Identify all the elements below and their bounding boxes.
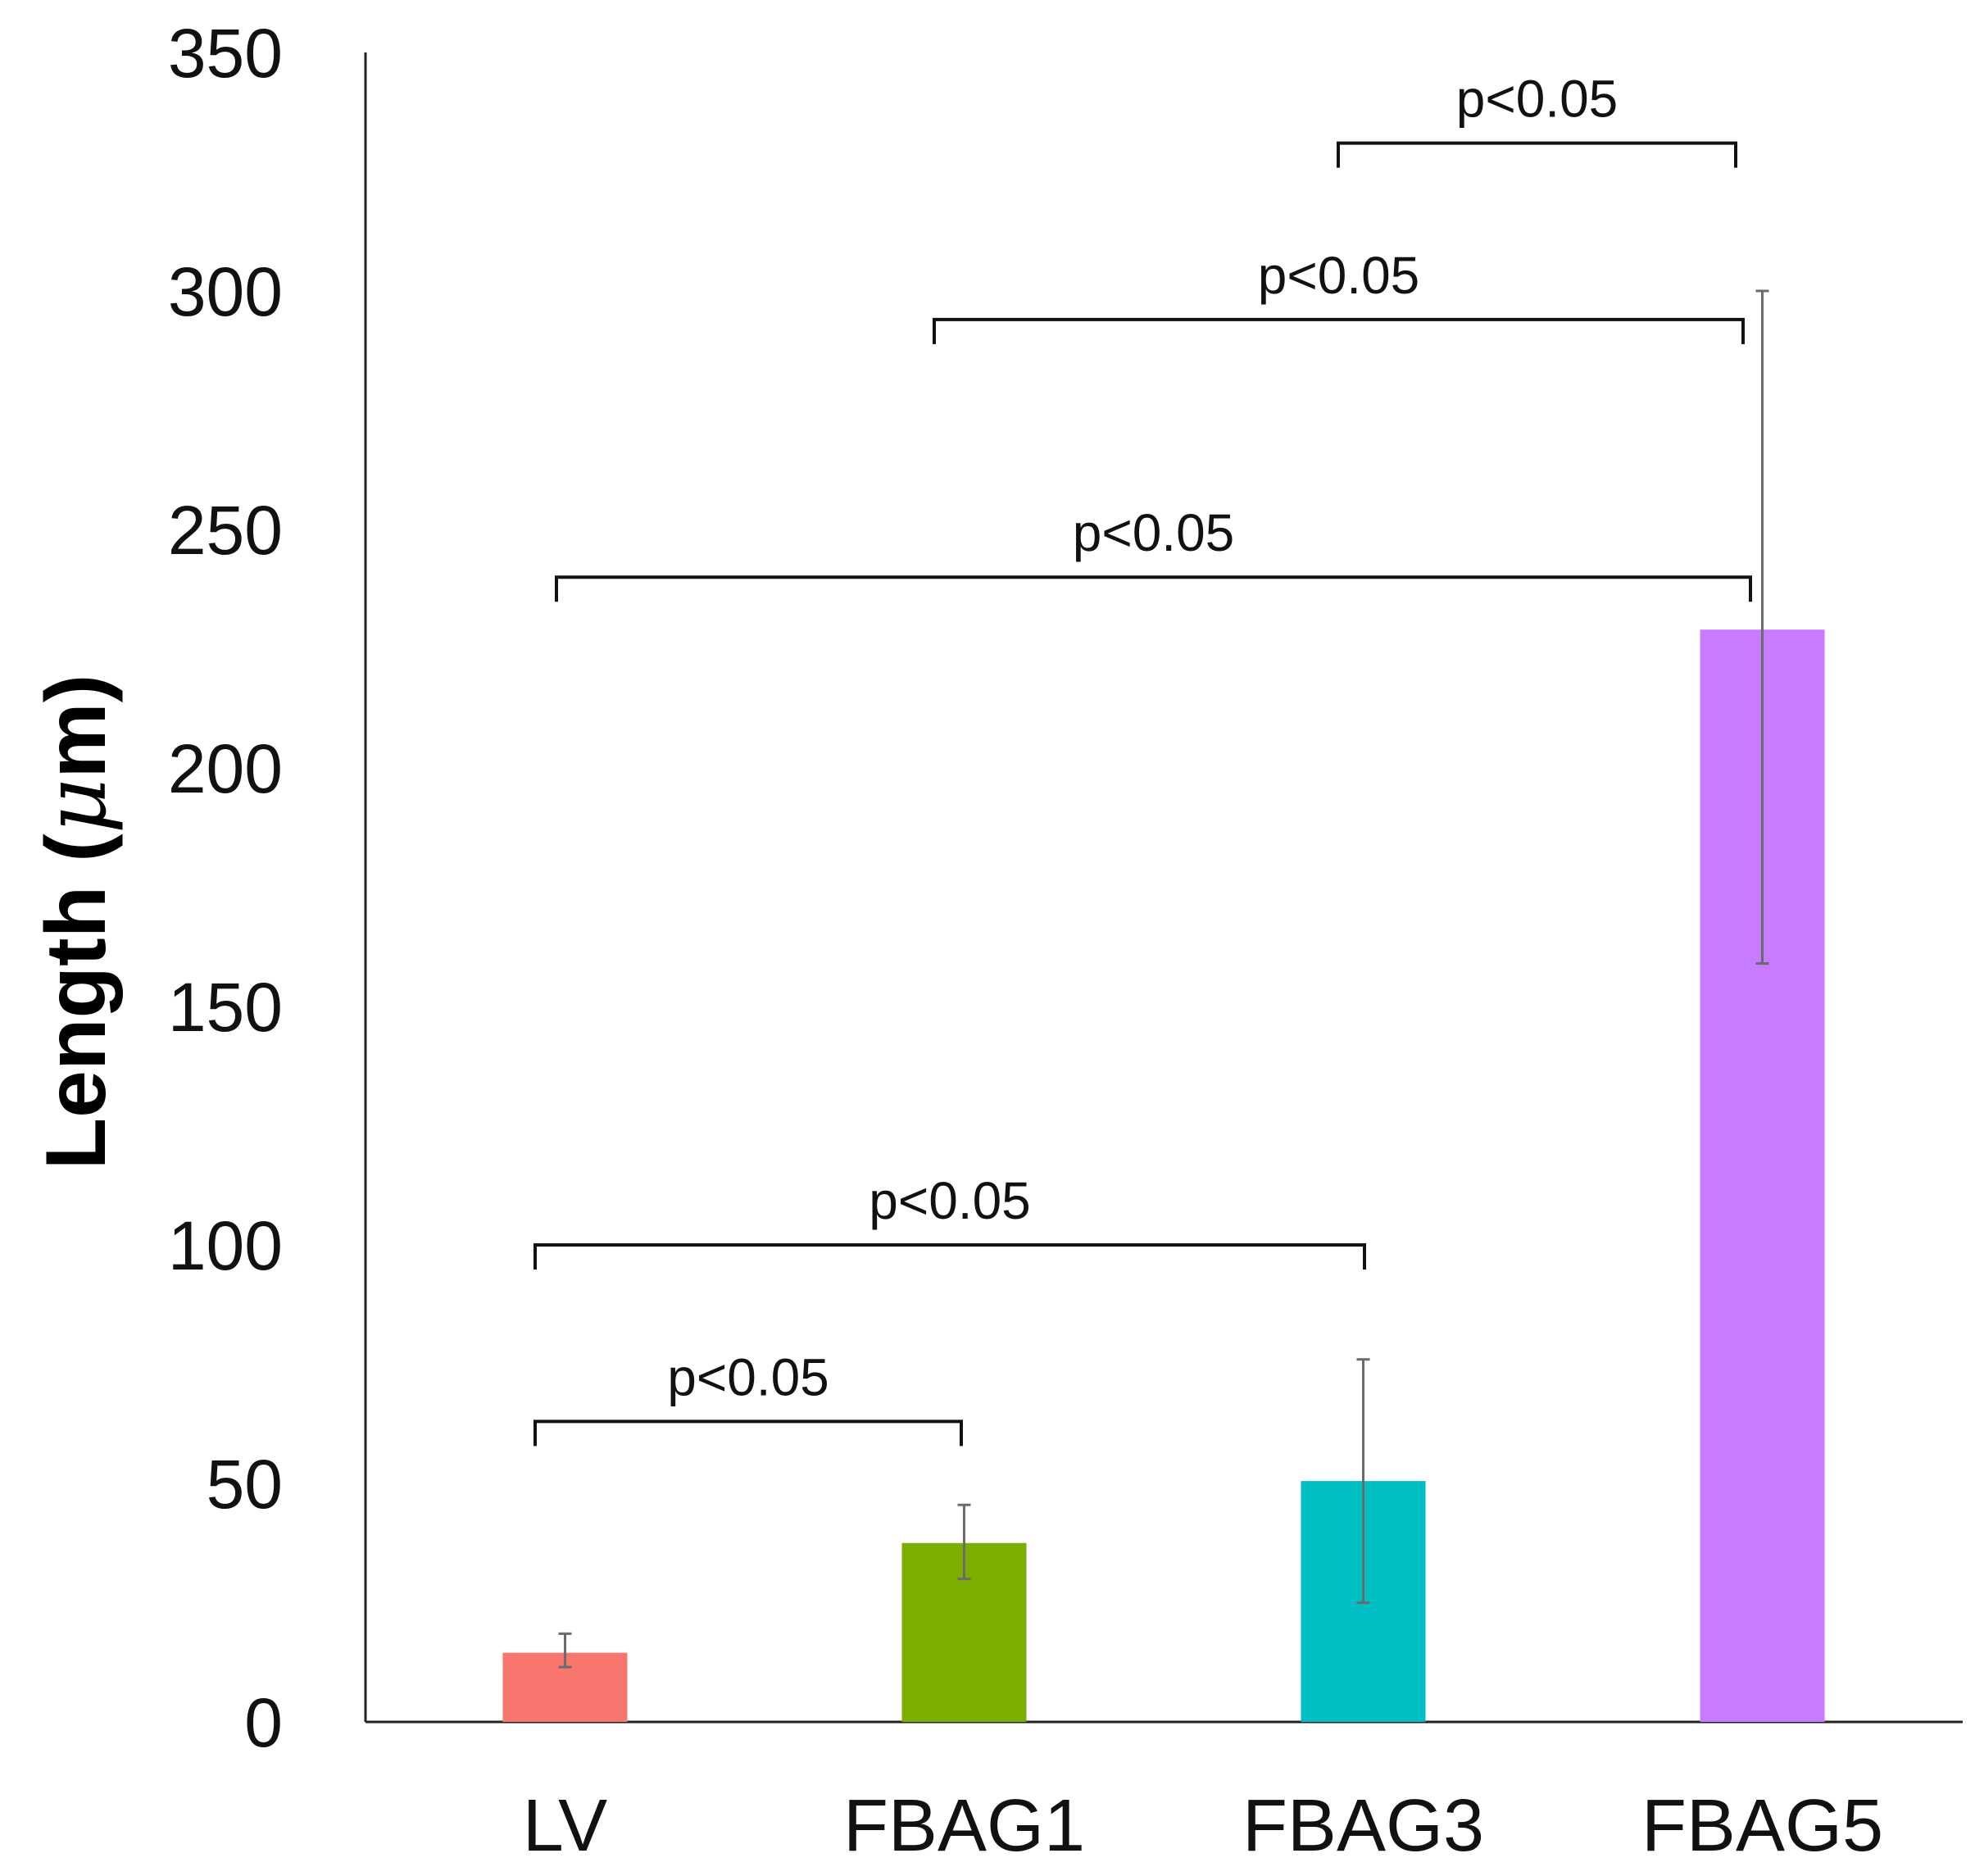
- x-category-label: FBAG1: [843, 1785, 1085, 1867]
- error-bar-fbag1: [957, 1503, 971, 1580]
- y-axis-title-suffix: m): [29, 675, 124, 779]
- sig-bracket-1: p<0.05: [533, 1347, 963, 1447]
- y-tick-label: 250: [168, 492, 283, 569]
- y-axis-title-mu: μ: [25, 779, 125, 834]
- sig-label: p<0.05: [1456, 70, 1619, 129]
- y-axis-title: Length (μm): [25, 675, 125, 1170]
- sig-label: p<0.05: [1073, 503, 1235, 562]
- sig-bracket-3: p<0.05: [555, 503, 1752, 602]
- x-category-label: FBAG5: [1641, 1785, 1883, 1867]
- y-axis-title-prefix: Length (: [29, 834, 124, 1170]
- error-bars: [558, 289, 1769, 1669]
- bars: [502, 629, 1825, 1722]
- error-bar-fbag3: [1356, 1358, 1370, 1604]
- sig-bracket-line: [533, 1243, 1366, 1270]
- sig-bracket-4: p<0.05: [933, 246, 1745, 344]
- significance-brackets: p<0.05 p<0.05 p<0.05 p<0.05 p<0.05: [533, 70, 1752, 1447]
- sig-bracket-line: [933, 317, 1745, 344]
- y-tick-label: 300: [168, 253, 283, 330]
- y-tick-label: 150: [168, 969, 283, 1046]
- sig-label: p<0.05: [869, 1171, 1031, 1230]
- y-tick-label: 200: [168, 730, 283, 807]
- sig-bracket-line: [1337, 141, 1737, 168]
- sig-label: p<0.05: [1258, 246, 1420, 305]
- category-labels: LV FBAG1 FBAG3 FBAG5: [523, 1785, 1883, 1867]
- sig-bracket-line: [533, 1419, 963, 1447]
- sig-bracket-line: [555, 575, 1752, 602]
- x-category-label: FBAG3: [1242, 1785, 1484, 1867]
- y-tick-label: 350: [168, 15, 283, 92]
- sig-bracket-5: p<0.05: [1337, 70, 1737, 168]
- error-bar-lv: [558, 1632, 572, 1669]
- axes: [364, 52, 1963, 1724]
- x-category-label: LV: [523, 1785, 607, 1867]
- y-tick-label: 50: [207, 1446, 283, 1523]
- y-tick-label: 100: [168, 1207, 283, 1284]
- sig-bracket-2: p<0.05: [533, 1171, 1366, 1270]
- y-axis-label: Length (μm): [25, 675, 125, 1170]
- y-tick-labels: 0 50 100 150 200 250 300 350: [168, 15, 283, 1761]
- y-tick-label: 0: [244, 1684, 283, 1761]
- error-bar-fbag5: [1755, 289, 1769, 965]
- sig-label: p<0.05: [667, 1347, 829, 1406]
